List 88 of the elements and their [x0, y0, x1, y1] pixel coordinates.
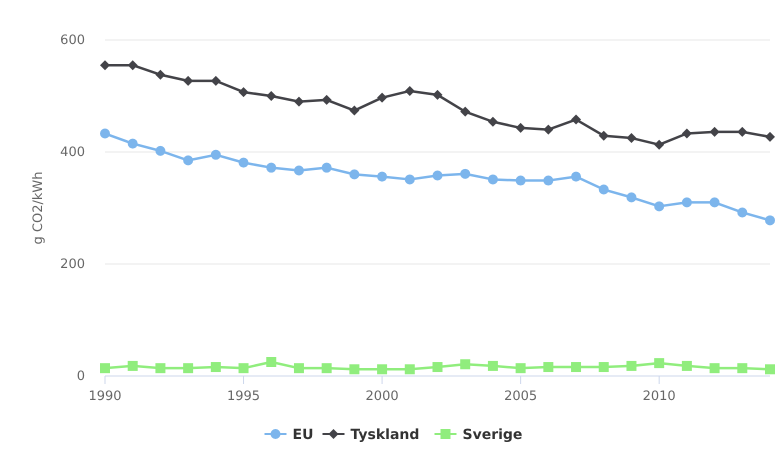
point	[128, 138, 138, 149]
point	[654, 140, 664, 150]
point	[598, 130, 609, 141]
point	[377, 92, 388, 103]
point	[710, 363, 720, 374]
point	[294, 96, 304, 107]
point	[294, 363, 304, 374]
point	[571, 362, 582, 372]
point	[404, 174, 415, 184]
point	[238, 87, 249, 98]
point	[266, 162, 276, 173]
point	[460, 168, 470, 179]
point	[183, 155, 194, 166]
point	[571, 172, 582, 182]
point	[516, 122, 526, 133]
legend-label: Sverige	[462, 427, 522, 443]
point	[349, 169, 360, 180]
point	[377, 172, 388, 182]
point	[322, 94, 332, 105]
point	[488, 360, 498, 371]
point	[460, 359, 470, 370]
legend-label: EU	[292, 427, 314, 443]
point	[377, 364, 388, 374]
x-tick-label: 1990	[88, 389, 122, 404]
point	[765, 215, 775, 226]
point	[654, 358, 664, 368]
point	[155, 146, 166, 156]
point	[404, 86, 415, 96]
point	[571, 114, 582, 125]
point	[210, 76, 221, 86]
point	[737, 363, 748, 374]
point	[432, 170, 442, 181]
point	[349, 106, 360, 116]
point	[100, 363, 110, 374]
point	[238, 363, 249, 374]
point	[322, 363, 332, 374]
point	[516, 176, 526, 186]
point	[682, 197, 692, 208]
point	[682, 128, 692, 139]
point	[155, 363, 166, 374]
y-tick-label: 200	[60, 257, 85, 272]
point	[543, 362, 554, 372]
point	[432, 362, 442, 372]
point	[737, 126, 748, 137]
point	[488, 174, 498, 184]
point	[210, 150, 221, 160]
point	[710, 197, 720, 208]
point	[100, 60, 110, 70]
point	[432, 90, 442, 100]
point	[626, 192, 636, 202]
point	[765, 132, 775, 142]
point	[155, 70, 166, 80]
y-tick-label: 400	[60, 145, 85, 160]
point	[128, 60, 138, 70]
point	[543, 124, 554, 135]
point	[322, 162, 332, 173]
point	[488, 116, 498, 127]
point	[349, 364, 360, 374]
x-tick-label: 2010	[642, 389, 676, 404]
y-tick-label: 0	[76, 369, 85, 384]
point	[710, 126, 720, 137]
y-tick-label: 600	[60, 33, 85, 48]
point	[266, 91, 276, 101]
point	[598, 362, 609, 372]
point	[294, 165, 304, 176]
point	[737, 207, 748, 218]
x-tick-label: 2005	[504, 389, 538, 404]
y-axis-title: g CO2/kWh	[31, 172, 46, 244]
point	[128, 360, 138, 371]
point	[654, 201, 664, 212]
point	[210, 362, 221, 372]
point	[598, 184, 609, 195]
point	[238, 158, 249, 168]
point	[183, 76, 194, 86]
point	[100, 128, 110, 139]
x-tick-label: 2000	[366, 389, 399, 404]
point	[626, 360, 636, 371]
point	[543, 176, 554, 186]
x-tick-label: 1995	[226, 389, 260, 404]
legend-label: Tyskland	[350, 427, 420, 443]
point	[765, 364, 775, 374]
point	[460, 106, 470, 117]
point	[266, 357, 276, 367]
point	[626, 133, 636, 143]
point	[183, 363, 194, 374]
point	[516, 363, 526, 374]
point	[404, 364, 415, 374]
point	[682, 360, 692, 371]
